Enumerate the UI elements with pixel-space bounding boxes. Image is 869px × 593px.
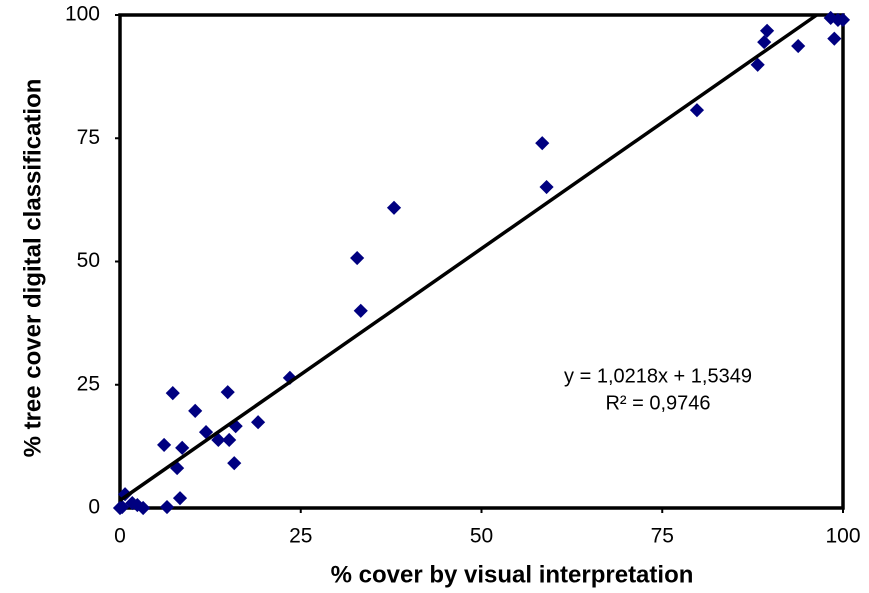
y-tick-label: 50 [77, 249, 100, 272]
y-tick-label: 100 [65, 3, 100, 26]
point [827, 31, 842, 46]
x-tick-label: 50 [470, 525, 493, 548]
point [760, 23, 775, 38]
equation: y = 1,0218x + 1,5349 [564, 365, 752, 387]
point [386, 200, 402, 215]
point [175, 440, 190, 455]
x-tick-label: 100 [825, 525, 860, 548]
y-tick-label: 0 [88, 496, 100, 519]
plot-frame [118, 13, 845, 510]
x-tick-label: 25 [289, 525, 312, 548]
point [791, 38, 806, 54]
point [172, 491, 188, 506]
point [188, 403, 203, 418]
point [159, 499, 175, 515]
point [198, 425, 214, 440]
point [350, 250, 365, 266]
point [750, 57, 765, 72]
point [251, 415, 266, 430]
point [227, 456, 242, 471]
point [165, 386, 180, 401]
x-tick-label: 75 [651, 525, 674, 548]
point [539, 179, 554, 195]
point [830, 12, 846, 28]
point [115, 499, 130, 515]
point [689, 103, 705, 118]
point [130, 497, 145, 513]
point [220, 385, 235, 400]
y-tick-label: 75 [77, 126, 100, 149]
r-squared: R² = 0,9746 [605, 392, 710, 414]
point [535, 136, 550, 151]
point [353, 303, 368, 318]
point [157, 437, 172, 452]
y-tick-label: 25 [77, 372, 100, 395]
y-axis-title: % tree cover digital classification [19, 79, 46, 458]
point [757, 35, 772, 50]
x-tick-label: 0 [114, 525, 126, 548]
trendline [118, 13, 818, 502]
x-axis-title: % cover by visual interpretation [331, 561, 694, 588]
point [222, 432, 237, 448]
